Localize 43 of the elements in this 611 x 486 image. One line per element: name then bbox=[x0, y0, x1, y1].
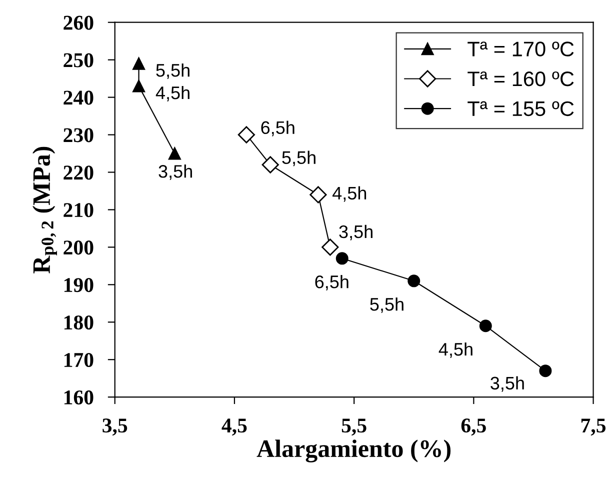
y-tick-label: 230 bbox=[64, 128, 94, 142]
y-tick-label: 260 bbox=[64, 16, 94, 30]
annotation: 6,5h bbox=[261, 120, 294, 136]
point bbox=[310, 186, 327, 204]
point bbox=[408, 274, 420, 288]
x-tick-label: 3,5 bbox=[102, 418, 128, 436]
y-tick-label: 210 bbox=[64, 203, 94, 218]
x-tick-label: 6,5 bbox=[461, 418, 486, 436]
annotation: 4,5h bbox=[156, 86, 190, 102]
y-tick-label: 190 bbox=[64, 278, 94, 292]
point bbox=[336, 252, 348, 265]
x-tick-label: 7,5 bbox=[581, 418, 606, 436]
y-tick-label: 220 bbox=[64, 166, 94, 180]
annotation: 3,5h bbox=[490, 376, 524, 392]
point bbox=[322, 238, 339, 256]
annotation: 4,5h bbox=[438, 342, 472, 358]
point bbox=[539, 364, 552, 378]
y-axis-title: R$_{p0,2}$ (MPa) bbox=[32, 146, 57, 274]
annotation: 3,5h bbox=[158, 164, 192, 180]
x-axis-title: Alargamiento (%) bbox=[256, 440, 451, 462]
annotation: 5,5h bbox=[282, 150, 316, 166]
point bbox=[479, 320, 492, 332]
y-tick-label: 200 bbox=[64, 240, 94, 255]
y-tick-label: 250 bbox=[64, 53, 94, 68]
y-tick-label: 160 bbox=[64, 390, 94, 404]
x-tick-label: 5,5 bbox=[342, 418, 366, 436]
point bbox=[168, 147, 181, 160]
annotation: 5,5h bbox=[370, 297, 404, 313]
annotation: 6,5h bbox=[315, 275, 348, 290]
annotation: 4,5h bbox=[332, 186, 366, 202]
point bbox=[238, 126, 255, 144]
legend-label: Tª = 155 ºC bbox=[468, 101, 574, 116]
legend-label: Tª = 160 ºC bbox=[468, 71, 574, 86]
legend-label: Tª = 170 ºC bbox=[468, 42, 574, 56]
y-tick-label: 170 bbox=[64, 352, 94, 368]
point bbox=[132, 80, 146, 92]
y-tick-label: 240 bbox=[64, 90, 94, 105]
annotation: 3,5h bbox=[339, 224, 372, 240]
annotation: 5,5h bbox=[156, 63, 190, 79]
point bbox=[132, 57, 146, 70]
x-tick-label: 4,5 bbox=[222, 418, 247, 436]
y-tick-label: 180 bbox=[64, 315, 94, 330]
point bbox=[262, 156, 279, 174]
